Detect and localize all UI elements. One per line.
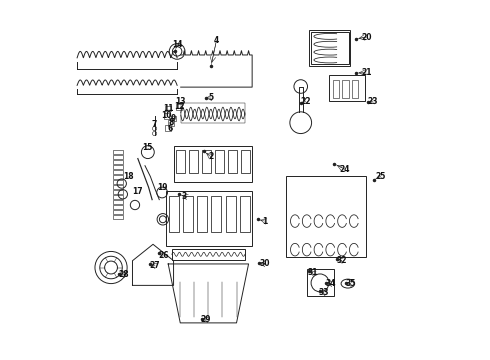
Bar — [171, 116, 176, 121]
Text: 2: 2 — [208, 152, 214, 161]
Text: 26: 26 — [158, 251, 169, 260]
Bar — [113, 205, 123, 209]
Text: 13: 13 — [175, 97, 186, 106]
Bar — [168, 120, 173, 126]
Bar — [311, 32, 348, 64]
Bar — [181, 103, 245, 123]
Text: 3: 3 — [182, 192, 187, 201]
Text: 18: 18 — [123, 172, 134, 181]
Bar — [215, 150, 224, 173]
Text: 5: 5 — [209, 93, 214, 102]
Bar — [113, 165, 123, 169]
Text: 28: 28 — [118, 270, 129, 279]
Bar — [113, 175, 123, 179]
Bar — [113, 190, 123, 194]
Bar — [164, 113, 169, 118]
Text: 8: 8 — [168, 118, 173, 127]
Text: 22: 22 — [300, 97, 311, 106]
Bar — [241, 150, 250, 173]
Bar — [197, 196, 207, 232]
Bar — [113, 215, 123, 219]
Text: 35: 35 — [345, 279, 356, 288]
Bar — [113, 210, 123, 214]
Bar — [113, 160, 123, 164]
Text: 32: 32 — [336, 256, 347, 265]
Text: 11: 11 — [163, 104, 173, 113]
Text: 7: 7 — [151, 120, 157, 129]
Bar — [176, 104, 182, 110]
Text: 4: 4 — [214, 36, 219, 45]
Bar — [113, 200, 123, 204]
Bar — [286, 176, 367, 257]
Bar — [329, 75, 365, 102]
Bar — [189, 150, 198, 173]
Text: 12: 12 — [173, 102, 184, 111]
Bar — [309, 30, 350, 66]
Bar — [113, 150, 123, 154]
Bar — [113, 180, 123, 184]
Bar — [113, 195, 123, 199]
Text: 14: 14 — [172, 40, 182, 49]
Text: 30: 30 — [259, 260, 270, 269]
Text: 15: 15 — [143, 143, 153, 152]
Bar — [183, 196, 193, 232]
Bar — [333, 80, 339, 98]
Bar — [175, 150, 185, 173]
Text: 27: 27 — [149, 261, 160, 270]
Text: 6: 6 — [168, 124, 172, 133]
Text: 20: 20 — [361, 33, 372, 42]
Bar — [226, 196, 236, 232]
Bar — [165, 125, 171, 131]
Bar — [113, 170, 123, 174]
Bar — [202, 150, 211, 173]
Text: 34: 34 — [325, 279, 336, 288]
Text: 9: 9 — [171, 114, 176, 123]
Bar — [113, 185, 123, 189]
Bar — [169, 196, 178, 232]
Text: 10: 10 — [161, 111, 172, 120]
Bar — [173, 146, 252, 182]
Text: 33: 33 — [318, 288, 329, 297]
Bar — [167, 191, 252, 246]
Text: 29: 29 — [200, 315, 211, 324]
Text: 1: 1 — [262, 217, 267, 226]
Text: 19: 19 — [157, 183, 168, 192]
Bar — [172, 249, 245, 260]
Bar — [228, 150, 237, 173]
Text: 21: 21 — [361, 68, 372, 77]
Bar — [165, 106, 171, 111]
Bar — [240, 196, 250, 232]
Bar — [307, 269, 334, 296]
Text: 31: 31 — [308, 268, 318, 277]
Bar — [113, 155, 123, 159]
Text: 17: 17 — [132, 187, 143, 196]
Text: 24: 24 — [340, 165, 350, 174]
Bar — [352, 80, 358, 98]
Text: 23: 23 — [368, 97, 378, 106]
Bar — [211, 196, 221, 232]
Text: 25: 25 — [375, 172, 386, 181]
Bar — [342, 80, 348, 98]
